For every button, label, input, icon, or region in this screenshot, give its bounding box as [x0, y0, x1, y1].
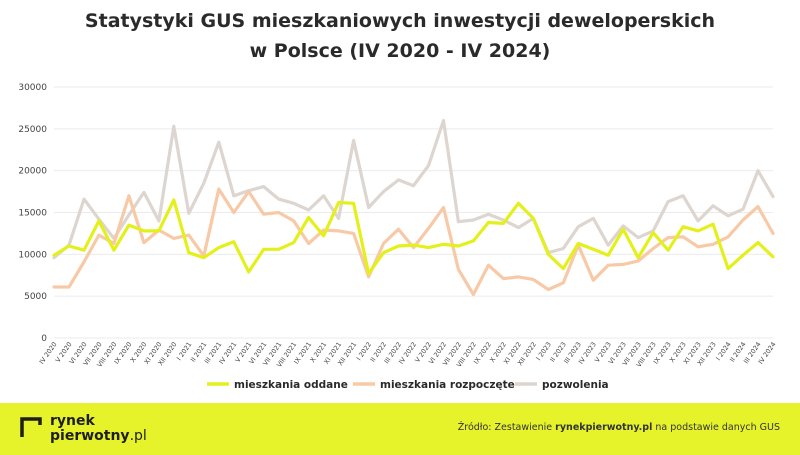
source-brand: rynekpierwotny.pl [555, 422, 653, 433]
y-tick-label: 25000 [18, 125, 47, 135]
line-chart: 0 5000 10000 15000 20000 25000 30000 IV 2020V … [18, 83, 778, 391]
y-tick-label: 15000 [18, 209, 47, 219]
legend-label: mieszkania rozpoczęte [380, 379, 515, 391]
chart-grid [54, 86, 773, 339]
chart-title-line-2: w Polsce (IV 2020 - IV 2024) [249, 40, 551, 62]
y-tick-label: 5000 [24, 292, 47, 302]
legend-label: mieszkania oddane [234, 379, 348, 391]
y-tick-label: 20000 [18, 167, 47, 177]
footer-bar: rynek pierwotny.pl Źródło: Zestawienie r… [0, 403, 800, 455]
brand-domain: .pl [129, 428, 147, 444]
series-line-pozwolenia [52, 118, 775, 260]
y-tick-label: 30000 [18, 83, 47, 93]
chart-legend: mieszkania oddane mieszkania rozpoczęte po… [207, 379, 609, 391]
legend-label: pozwolenia [542, 379, 609, 391]
x-tick-label: IV 2020 [38, 341, 59, 366]
chart-title-line-1: Statystyki GUS mieszkaniowych inwestycji… [84, 10, 716, 32]
y-tick-label: 0 [41, 334, 47, 344]
brand-logo-icon [20, 417, 42, 437]
source-note: Źródło: Zestawienie rynekpierwotny.pl na… [458, 422, 780, 433]
brand-line-2: pierwotny [50, 428, 130, 444]
y-tick-label: 10000 [18, 250, 47, 260]
source-prefix: Źródło: Zestawienie [457, 422, 556, 433]
brand-line-1: rynek [50, 413, 95, 429]
brand-logo-text: rynek pierwotny.pl [50, 414, 147, 444]
chart-series [52, 118, 775, 297]
y-axis: 0 5000 10000 15000 20000 25000 30000 [18, 83, 47, 344]
source-suffix: na podstawie danych GUS [652, 422, 780, 433]
